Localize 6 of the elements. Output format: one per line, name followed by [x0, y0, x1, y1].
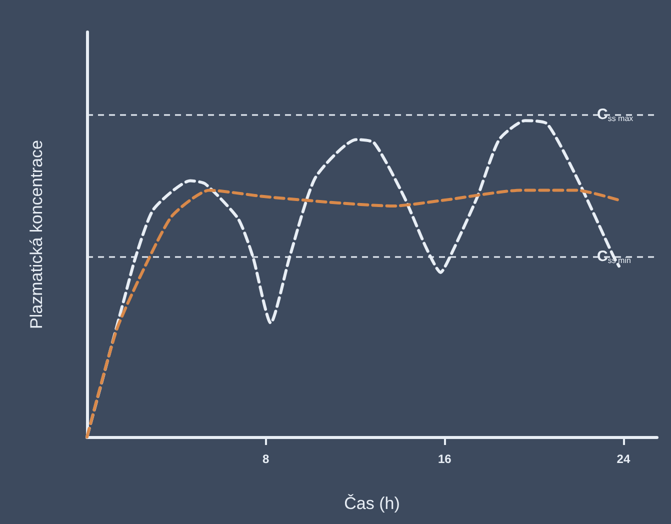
- ref-line-label: Css max: [597, 106, 634, 123]
- x-tick-label: 8: [262, 452, 270, 466]
- y-axis-title: Plazmatická koncentrace: [27, 140, 46, 329]
- x-axis-title: Čas (h): [344, 494, 400, 513]
- x-tick-label: 24: [616, 452, 630, 466]
- x-tick-label: 16: [438, 452, 452, 466]
